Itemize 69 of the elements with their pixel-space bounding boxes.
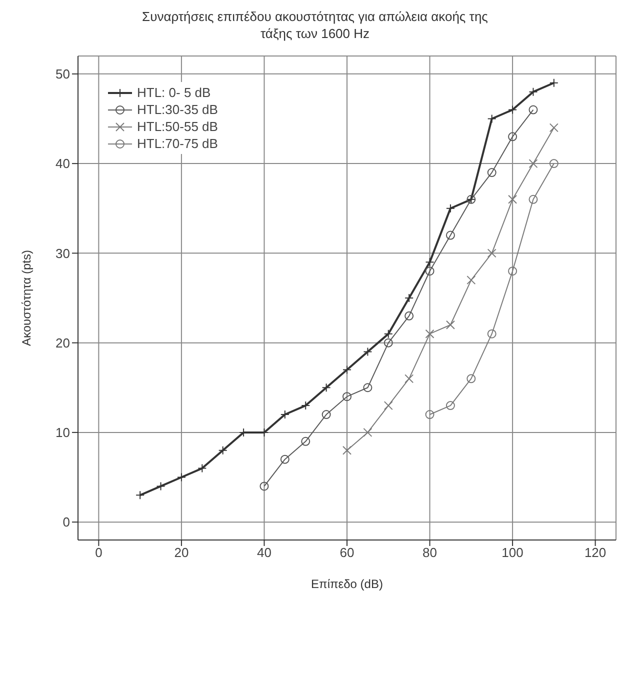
legend-label: HTL:30-35 dB [137,102,218,117]
point [156,482,166,491]
point [342,365,352,374]
point [549,123,558,132]
point [487,168,496,178]
y-tick-label: 50 [56,66,70,82]
point [446,401,455,410]
point [322,383,331,392]
point [363,428,372,437]
legend-label: HTL: 0- 5 dB [137,85,211,100]
point [198,464,207,473]
legend-label: HTL:70-75 dB [137,136,218,151]
x-tick-label: 120 [584,545,606,560]
point [508,105,518,114]
point [425,329,434,338]
point [425,266,434,276]
point [528,87,538,96]
point [404,294,414,302]
x-tick-label: 0 [95,545,102,560]
point [404,374,414,384]
y-tick-label: 0 [62,514,70,530]
x-axis-title: Επίπεδο (dB) [311,577,383,591]
point [487,114,496,124]
y-tick-label: 10 [56,425,70,440]
point [425,258,434,267]
point [425,410,434,420]
point [342,392,352,402]
point [487,329,496,338]
point [508,194,518,204]
legend-label: HTL:50-55 dB [137,119,218,134]
point [404,311,414,320]
point [508,266,518,276]
point [446,320,455,330]
point [528,159,538,168]
point [528,194,538,204]
x-tick-label: 20 [174,545,189,560]
x-tick-label: 100 [502,545,524,560]
point [549,159,558,168]
point [363,347,372,356]
point [301,401,310,410]
y-axis-title: Ακουστότητα (pts) [19,250,34,346]
point [549,78,558,88]
point [363,383,372,392]
y-tick-label: 40 [56,156,70,172]
chart-title: Συναρτήσεις επιπέδου ακουστότητας για απώλεια ακοής της τάξης των 1600 Hz [141,8,489,42]
point [260,482,269,491]
point [280,410,290,420]
x-tick-label: 60 [340,545,354,560]
point [384,401,393,410]
point [218,446,228,455]
point [301,436,310,446]
point [280,454,290,464]
point [342,446,352,455]
point [384,329,393,338]
point [136,490,145,500]
x-tick-label: 80 [422,545,438,560]
point [508,132,518,142]
point [446,230,455,240]
point [384,338,393,348]
y-tick-label: 30 [56,246,70,261]
point [466,374,476,384]
y-tick-label: 20 [56,335,70,350]
point [528,105,538,114]
point [446,204,455,213]
point [322,410,331,420]
point [487,248,496,258]
point [466,276,476,285]
x-tick-label: 40 [256,545,272,560]
point [176,472,186,482]
